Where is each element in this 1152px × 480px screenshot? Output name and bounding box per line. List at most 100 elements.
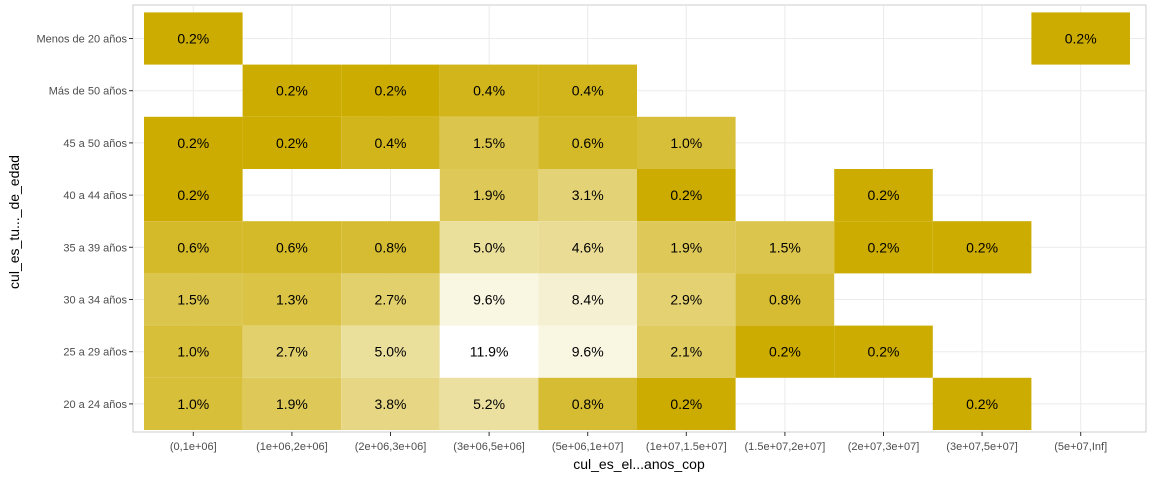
cell-value-label: 2.7% <box>276 344 308 360</box>
heatmap-cell <box>242 221 342 274</box>
heatmap-cell <box>341 221 440 274</box>
cell-value-label: 0.8% <box>375 239 407 255</box>
cell-value-label: 0.6% <box>177 239 209 255</box>
cell-value-label: 0.2% <box>966 396 998 412</box>
cell-value-label: 0.4% <box>473 83 505 99</box>
heatmap-cell <box>538 169 637 222</box>
cell-value-label: 0.2% <box>177 31 209 47</box>
cell-value-label: 0.2% <box>177 187 209 203</box>
cell-value-label: 0.2% <box>177 135 209 151</box>
heatmap-cell <box>242 64 342 117</box>
heatmap-cell <box>538 116 637 169</box>
heatmap-cell <box>144 169 243 222</box>
heatmap-cell <box>637 377 736 430</box>
heatmap-cell <box>439 64 539 117</box>
cell-value-label: 9.6% <box>473 292 505 308</box>
cell-value-label: 2.9% <box>670 292 702 308</box>
heatmap-cell <box>439 377 539 430</box>
cell-value-label: 0.8% <box>572 396 604 412</box>
cell-value-label: 5.0% <box>473 239 505 255</box>
x-tick-label: (1.5e+07,2e+07] <box>745 441 826 453</box>
cell-value-label: 2.7% <box>375 292 407 308</box>
heatmap-cell <box>834 325 933 378</box>
cell-value-label: 1.0% <box>177 396 209 412</box>
heatmap-cell <box>341 325 440 378</box>
heatmap-cell <box>834 169 933 222</box>
cell-value-label: 0.2% <box>375 83 407 99</box>
cell-value-label: 3.1% <box>572 187 604 203</box>
y-tick-label: 40 a 44 años <box>63 190 127 202</box>
heatmap-cell <box>242 273 342 326</box>
heatmap-cell <box>439 325 539 378</box>
cell-value-label: 0.4% <box>375 135 407 151</box>
heatmap-cell <box>538 377 637 430</box>
heatmap-cell <box>834 221 933 274</box>
cell-value-label: 1.3% <box>276 292 308 308</box>
heatmap-cell <box>735 325 835 378</box>
x-axis-title: cul_es_el...anos_cop <box>573 456 705 472</box>
heatmap-cell <box>144 116 243 169</box>
x-tick-label: (5e+07,Inf] <box>1054 441 1107 453</box>
y-axis-title: cul_es_tu..._de_edad <box>6 155 22 289</box>
heatmap-cell <box>538 221 637 274</box>
cell-value-label: 9.6% <box>572 344 604 360</box>
cell-value-label: 0.2% <box>966 239 998 255</box>
heatmap-cell <box>144 221 243 274</box>
y-axis-ticks: 20 a 24 años 25 a 29 años 30 a 34 años 35 a… <box>36 34 133 411</box>
heatmap-cell <box>735 221 835 274</box>
cell-value-label: 0.2% <box>769 344 801 360</box>
heatmap-cell <box>439 221 539 274</box>
x-tick-label: (0,1e+06] <box>170 441 217 453</box>
y-tick-label: 25 a 29 años <box>63 347 127 359</box>
y-tick-label: 35 a 39 años <box>63 242 127 254</box>
heatmap-cell <box>341 377 440 430</box>
cell-value-label: 0.4% <box>572 83 604 99</box>
x-tick-label: (2e+07,3e+07] <box>848 441 920 453</box>
cell-value-label: 0.2% <box>670 187 702 203</box>
cell-value-label: 0.2% <box>868 187 900 203</box>
cell-value-label: 3.8% <box>375 396 407 412</box>
x-tick-label: (2e+06,3e+06] <box>355 441 427 453</box>
heatmap-cell <box>341 273 440 326</box>
heatmap-cell <box>637 273 736 326</box>
heatmap-cell <box>538 273 637 326</box>
cell-value-label: 1.9% <box>670 239 702 255</box>
heatmap-cell <box>242 116 342 169</box>
heatmap-cell <box>932 377 1032 430</box>
cell-value-label: 8.4% <box>572 292 604 308</box>
heatmap-cell <box>144 12 243 65</box>
cell-value-label: 0.2% <box>276 135 308 151</box>
heatmap-cell <box>144 273 243 326</box>
heatmap-cell <box>341 116 440 169</box>
heatmap-cell <box>439 273 539 326</box>
heatmap-cell <box>242 325 342 378</box>
cell-value-label: 1.5% <box>473 135 505 151</box>
cell-value-label: 5.2% <box>473 396 505 412</box>
heatmap-cell <box>538 64 637 117</box>
heatmap-cell <box>439 169 539 222</box>
x-tick-label: (5e+06,1e+07] <box>552 441 624 453</box>
cell-value-label: 0.2% <box>1065 31 1097 47</box>
heatmap-cell <box>242 377 342 430</box>
heatmap-cell <box>439 116 539 169</box>
x-axis-ticks: (0,1e+06] (1e+06,2e+06] (2e+06,3e+06] (3e+0… <box>170 432 1107 453</box>
heatmap-cell <box>1031 12 1130 65</box>
heatmap-cell-labels: 0.2% 0.2% 0.2% 0.2% 0.4% 0.4% 0.2% 0.2% 0.4% 1.5%… <box>177 31 1096 412</box>
x-tick-label: (3e+06,5e+06] <box>453 441 525 453</box>
heatmap-cell <box>144 325 243 378</box>
heatmap-cell <box>637 169 736 222</box>
heatmap-cell <box>735 273 835 326</box>
y-tick-label: Más de 50 años <box>49 86 128 98</box>
heatmap-cell <box>538 325 637 378</box>
cell-value-label: 1.5% <box>769 239 801 255</box>
cell-value-label: 1.9% <box>276 396 308 412</box>
heatmap-cell <box>637 116 736 169</box>
cell-value-label: 4.6% <box>572 239 604 255</box>
cell-value-label: 0.6% <box>572 135 604 151</box>
heatmap-cell <box>144 377 243 430</box>
cell-value-label: 1.5% <box>177 292 209 308</box>
cell-value-label: 1.9% <box>473 187 505 203</box>
y-tick-label: 30 a 34 años <box>63 295 127 307</box>
cell-value-label: 0.8% <box>769 292 801 308</box>
